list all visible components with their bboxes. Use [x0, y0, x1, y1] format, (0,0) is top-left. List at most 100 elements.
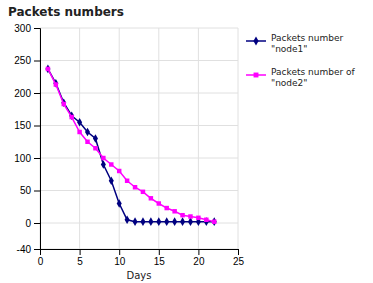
tick: 50: [20, 185, 40, 196]
tick: 0: [38, 249, 44, 267]
tick-mark: [34, 126, 40, 127]
point: [125, 179, 129, 183]
point: [117, 199, 122, 208]
tick-mark: [159, 249, 160, 255]
point: [109, 162, 113, 166]
point: [196, 216, 200, 220]
tick-mark: [34, 93, 40, 94]
axis-line: [34, 29, 41, 250]
tick-label: 250: [14, 55, 31, 66]
y-axis: -40 0 50 100 150 200 250 300: [14, 23, 40, 255]
point: [148, 217, 153, 226]
tick: 15: [154, 249, 166, 267]
legend-marker: [253, 36, 258, 45]
tick-label: 150: [14, 120, 31, 131]
tick-label: 100: [14, 153, 31, 164]
tick-mark: [198, 249, 199, 255]
point: [156, 217, 161, 226]
grid-line: [40, 60, 238, 61]
point: [93, 134, 98, 143]
point: [188, 214, 192, 218]
plot: 0 5 10 15 20 25 -40 0 50 100 150 200 250 300: [14, 23, 244, 267]
tick: 5: [77, 249, 83, 267]
chart: 0 5 10 15 20 25 -40 0 50 100 150 200 250 300 Packets n…: [0, 0, 373, 283]
point: [109, 176, 114, 185]
title: Packets numbers: [8, 5, 124, 19]
x-label: Days: [127, 270, 152, 281]
tick-label: 0: [38, 256, 44, 267]
tick-label: 20: [193, 256, 205, 267]
tick-label: 5: [77, 256, 83, 267]
legend: Packets number"node1"Packets number of"n…: [246, 33, 355, 88]
tick: 150: [14, 120, 40, 131]
point: [140, 217, 145, 226]
point: [172, 209, 176, 213]
series: [45, 65, 216, 226]
point: [62, 102, 66, 106]
grid-line: [158, 28, 159, 249]
grid-line: [40, 125, 238, 126]
grid-line: [238, 28, 239, 249]
tick-label: -40: [17, 244, 32, 255]
tick-label: 25: [233, 256, 245, 267]
tick-mark: [119, 249, 120, 255]
point: [212, 219, 216, 223]
point: [133, 185, 137, 189]
line: [48, 69, 214, 222]
tick-mark: [34, 191, 40, 192]
tick-mark: [34, 28, 40, 29]
point: [77, 118, 82, 127]
point: [180, 217, 185, 226]
point: [101, 160, 106, 169]
point: [125, 215, 130, 224]
point: [85, 140, 89, 144]
point: [85, 128, 90, 137]
legend-item: Packets number of"node2": [246, 67, 355, 88]
grid-line: [40, 28, 238, 29]
grid-line: [79, 28, 80, 249]
point: [93, 146, 97, 150]
tick: 300: [14, 23, 40, 34]
point: [149, 196, 153, 200]
tick-mark: [34, 158, 40, 159]
grid-line: [40, 223, 238, 224]
point: [69, 111, 74, 120]
grid-line: [40, 158, 238, 159]
grid-line: [40, 93, 238, 94]
tick-label: 300: [14, 23, 31, 34]
tick-label: 200: [14, 88, 31, 99]
point: [77, 130, 81, 134]
tick-mark: [80, 249, 81, 255]
tick-mark: [34, 249, 40, 250]
point: [212, 217, 217, 226]
point: [133, 217, 138, 226]
point: [69, 115, 73, 119]
tick: 200: [14, 88, 40, 99]
grid-line: [119, 28, 120, 249]
line: [48, 69, 214, 222]
x-axis: 0 5 10 15 20 25: [38, 249, 245, 267]
point: [157, 201, 161, 205]
point: [164, 206, 168, 210]
point: [117, 169, 121, 173]
tick: 250: [14, 55, 40, 66]
point: [180, 213, 184, 217]
tick: 10: [114, 249, 126, 267]
point: [164, 217, 169, 226]
tick-mark: [238, 249, 239, 255]
tick: 100: [14, 153, 40, 164]
tick: -40: [17, 244, 40, 255]
tick: 0: [25, 218, 40, 229]
point: [204, 218, 208, 222]
axis-line: [41, 250, 239, 256]
point: [204, 217, 209, 226]
point: [101, 156, 105, 160]
tick-label: 50: [20, 185, 32, 196]
point: [172, 217, 177, 226]
point: [54, 82, 58, 86]
marks: [45, 65, 216, 226]
tick-label: 10: [114, 256, 126, 267]
legend-marker: [254, 73, 259, 78]
tick-mark: [34, 223, 40, 224]
grid: [40, 28, 238, 249]
